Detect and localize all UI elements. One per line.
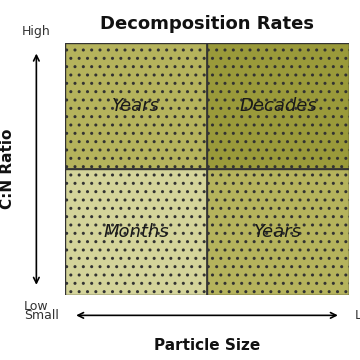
Text: Small: Small	[24, 309, 59, 322]
Text: Years: Years	[254, 223, 302, 241]
FancyBboxPatch shape	[207, 169, 349, 295]
Text: High: High	[22, 25, 51, 38]
FancyBboxPatch shape	[207, 43, 349, 169]
Text: C:N Ratio: C:N Ratio	[0, 129, 15, 210]
Title: Decomposition Rates: Decomposition Rates	[100, 15, 314, 33]
Text: Years: Years	[112, 97, 160, 115]
Text: Large: Large	[355, 309, 360, 322]
Text: Low: Low	[24, 300, 49, 313]
Text: Decades: Decades	[239, 97, 317, 115]
FancyBboxPatch shape	[65, 169, 207, 295]
FancyBboxPatch shape	[65, 43, 207, 169]
Text: Particle Size: Particle Size	[154, 338, 260, 353]
Text: Months: Months	[103, 223, 169, 241]
